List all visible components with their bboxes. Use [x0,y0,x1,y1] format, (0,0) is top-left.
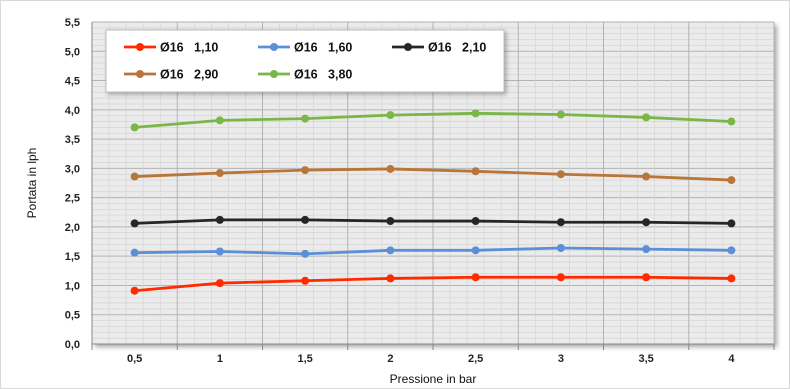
x-tick-label: 1 [217,353,223,365]
data-point [130,219,139,228]
series-4 [130,164,736,185]
data-point [215,169,224,178]
y-tick-label: 4,5 [65,76,80,88]
legend-label: Ø16 1,10 [160,41,218,55]
y-tick-label: 0,0 [65,339,80,351]
data-point [386,164,395,173]
data-point [215,215,224,224]
legend-label: Ø16 2,10 [428,41,486,55]
series-1 [130,273,736,295]
legend-item: Ø16 3,80 [258,68,352,82]
x-axis-title: Pressione in bar [390,372,477,386]
data-point [471,273,480,282]
data-point [301,166,310,175]
x-tick-label: 4 [728,353,735,365]
legend-label: Ø16 3,80 [294,68,352,82]
legend-swatch-marker [136,43,144,51]
data-point [215,279,224,288]
legend-item: Ø16 2,90 [124,68,218,82]
data-point [556,218,565,227]
legend-item: Ø16 2,10 [392,41,486,55]
data-point [386,246,395,255]
y-tick-label: 5,5 [65,17,80,29]
data-point [386,274,395,283]
legend-swatch-marker [404,43,412,51]
data-point [130,248,139,257]
legend-item: Ø16 1,60 [258,41,352,55]
legend-swatch-marker [270,43,278,51]
series-line [134,246,732,256]
data-point [471,217,480,226]
data-point [130,123,139,132]
data-point [386,111,395,120]
data-point [642,172,651,181]
data-point [301,114,310,123]
y-tick-label: 5,0 [65,46,80,58]
data-point [642,273,651,282]
y-tick-label: 3,0 [65,163,80,175]
x-tick-label: 3 [558,353,564,365]
legend-item: Ø16 1,10 [124,41,218,55]
data-point [727,117,736,126]
x-tick-label: 3,5 [638,353,653,365]
data-point [130,286,139,295]
data-point [471,109,480,118]
data-point [301,249,310,258]
y-tick-label: 0,5 [65,310,80,322]
data-point [301,215,310,224]
series-line [134,275,732,293]
legend-swatch-marker [136,70,144,78]
series-2 [130,243,736,258]
data-point [556,110,565,119]
y-tick-label: 1,5 [65,251,80,263]
data-point [642,245,651,254]
y-tick-label: 4,0 [65,105,80,117]
x-tick-label: 0,5 [127,353,142,365]
data-point [301,276,310,285]
series-5 [130,109,736,132]
legend: Ø16 1,10 Ø16 1,60 Ø16 2,10 Ø16 2,90 Ø16 3,80 [105,29,505,93]
data-point [386,217,395,226]
data-point [642,113,651,122]
series-layer [130,109,736,295]
series-3 [130,215,736,228]
data-point [642,218,651,227]
x-tick-label: 2,5 [468,353,483,365]
legend-box [105,29,505,93]
series-line [134,218,732,225]
data-point [556,273,565,282]
legend-label: Ø16 1,60 [294,41,352,55]
data-point [727,246,736,255]
data-point [727,274,736,283]
y-tick-label: 2,0 [65,222,80,234]
data-point [727,219,736,228]
data-point [215,116,224,125]
y-axis-title: Portata in lph [25,148,39,219]
series-line [134,111,732,129]
x-tick-label: 2 [387,353,393,365]
axes: 0,0 0,5 1,0 1,5 2,0 2,5 3,0 3,5 4,0 4,5 5,0 5,5 0,5 1… [65,17,775,365]
y-tick-label: 2,5 [65,193,80,205]
data-point [727,176,736,185]
legend-swatch-marker [270,70,278,78]
data-point [471,167,480,176]
data-point [215,247,224,256]
data-point [556,243,565,252]
y-tick-label: 1,0 [65,280,80,292]
data-point [130,172,139,181]
data-point [556,170,565,179]
legend-label: Ø16 2,90 [160,68,218,82]
x-tick-label: 1,5 [297,353,312,365]
data-point [471,246,480,255]
y-tick-label: 3,5 [65,134,80,146]
series-line [134,167,732,182]
